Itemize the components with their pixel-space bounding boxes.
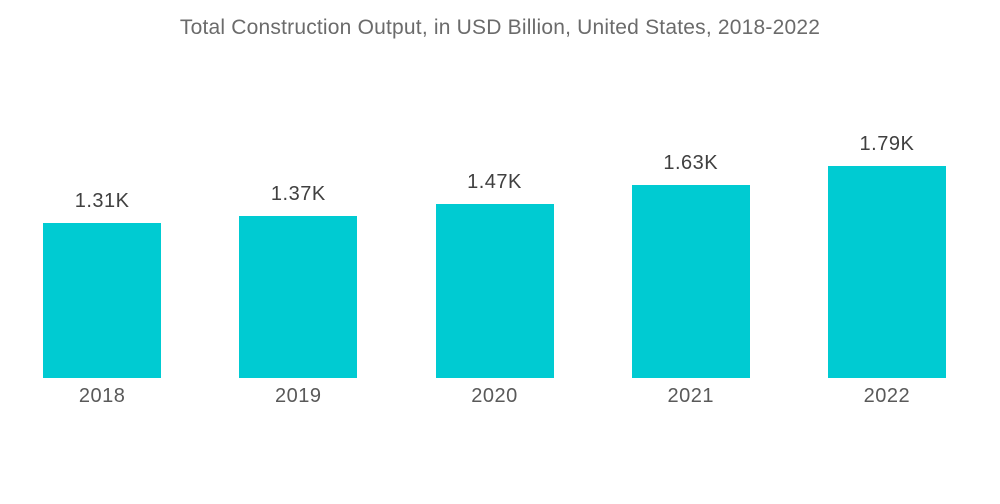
bar: [435, 203, 554, 378]
bar-group: 1.31K 2018: [4, 190, 200, 407]
bar-value-label: 1.47K: [467, 170, 522, 193]
bar-value-label: 1.63K: [663, 151, 719, 174]
bar-chart: 1.31K 2018 1.37K 2019 1.47K 2020 1.63K 2021 1.79…: [4, 133, 985, 407]
bar-value-label: 1.79K: [859, 133, 915, 155]
bar-value-label: 1.37K: [270, 182, 326, 205]
x-axis-label: 2018: [78, 385, 126, 407]
x-axis-label: 2022: [863, 385, 911, 407]
bar-group: 1.79K 2022: [789, 133, 985, 407]
chart-title: Total Construction Output, in USD Billio…: [179, 16, 821, 39]
bar-value-label: 1.31K: [74, 189, 130, 212]
bar: [43, 222, 162, 378]
x-axis-label: 2021: [667, 385, 714, 407]
x-axis-label: 2020: [471, 385, 518, 407]
bar-group: 1.37K 2019: [200, 183, 396, 407]
bar: [631, 184, 750, 378]
bar: [827, 166, 946, 378]
bar-group: 1.63K 2021: [593, 152, 789, 407]
bar-group: 1.47K 2020: [396, 171, 592, 407]
x-axis-label: 2019: [275, 385, 322, 407]
bar: [239, 215, 358, 378]
